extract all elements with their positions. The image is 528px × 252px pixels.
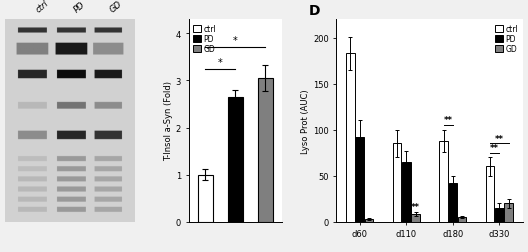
Legend: ctrl, PD, GD: ctrl, PD, GD xyxy=(495,24,519,55)
Bar xyxy=(486,167,494,222)
Bar xyxy=(458,217,466,222)
Bar xyxy=(439,141,448,222)
Text: GD: GD xyxy=(108,0,124,14)
Bar xyxy=(411,214,420,222)
Bar xyxy=(198,175,213,222)
Text: *: * xyxy=(233,36,238,45)
Bar xyxy=(504,203,513,222)
Text: **: ** xyxy=(444,116,452,125)
Bar xyxy=(228,98,243,222)
Text: *: * xyxy=(218,57,223,68)
Bar xyxy=(495,208,504,222)
Text: **: ** xyxy=(495,134,504,143)
Legend: ctrl, PD, GD: ctrl, PD, GD xyxy=(193,24,217,55)
Text: **: ** xyxy=(491,143,499,152)
Bar xyxy=(393,144,401,222)
Text: D: D xyxy=(308,4,320,18)
Y-axis label: Lyso Prot (AUC): Lyso Prot (AUC) xyxy=(301,89,310,153)
Bar xyxy=(402,162,411,222)
Y-axis label: T-Insol a-Syn (Fold): T-Insol a-Syn (Fold) xyxy=(164,81,173,161)
Bar xyxy=(355,137,364,222)
Text: PD: PD xyxy=(72,0,87,14)
Bar xyxy=(365,219,373,222)
Bar xyxy=(449,183,457,222)
Text: ctrl: ctrl xyxy=(34,0,50,14)
Bar xyxy=(346,54,355,222)
Bar xyxy=(258,79,273,222)
Text: **: ** xyxy=(411,202,420,211)
